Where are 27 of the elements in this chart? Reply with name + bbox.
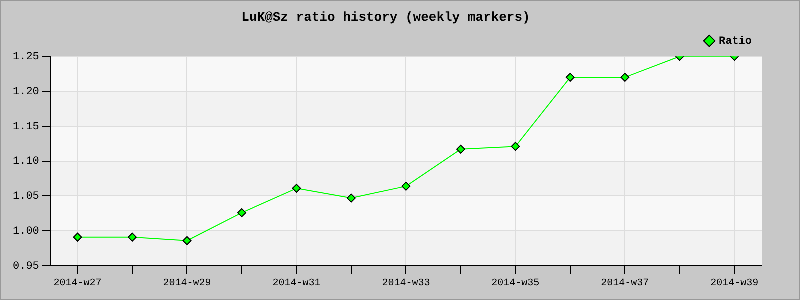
point (402, 182, 411, 191)
point (292, 184, 302, 194)
y-tick-label: 1.10 (13, 156, 40, 168)
x-tick-label: 2014-w35 (492, 278, 540, 290)
point (620, 73, 630, 82)
x-tick-label: 2014-w37 (601, 278, 650, 290)
y-tick-label: 1.25 (13, 52, 40, 64)
point (511, 142, 520, 152)
point (456, 144, 466, 154)
x-tick-label: 2014-w39 (710, 278, 759, 290)
point (346, 194, 356, 203)
x-tick-label: 2014-w27 (54, 278, 102, 290)
y-tick-label: 0.95 (13, 260, 40, 273)
y-tick-label: 1.15 (13, 121, 40, 134)
point (128, 232, 138, 242)
x-tick-label: 2014-w33 (382, 278, 430, 290)
y-tick-label: 1.20 (13, 86, 40, 98)
point (566, 73, 575, 82)
x-tick-label: 2014-w31 (272, 278, 321, 290)
point (73, 232, 82, 242)
y-tick-label: 1.00 (13, 226, 40, 238)
point (237, 208, 246, 218)
legend-label: Ratio (718, 36, 752, 48)
chart-title: LuK@Sz ratio history (weekly markers) (242, 10, 530, 26)
point (182, 236, 192, 246)
y-tick-label: 1.05 (13, 191, 40, 204)
x-tick-label: 2014-w29 (163, 278, 212, 290)
